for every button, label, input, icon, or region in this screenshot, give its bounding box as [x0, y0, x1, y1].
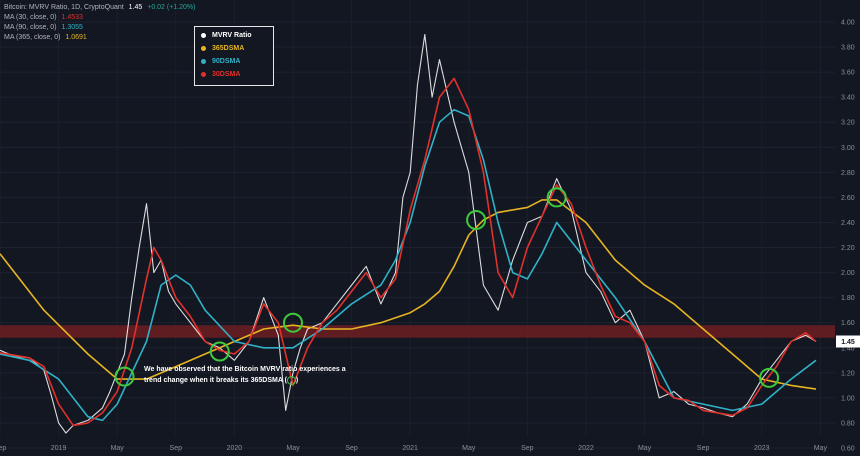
- series-line-365dsma: [0, 199, 817, 390]
- legend: MVRV Ratio 365DSMA 90DSMA 30DSMA: [194, 26, 274, 86]
- annotation-line-2: trend change when it breaks its 365DSMA …: [144, 375, 384, 386]
- y-tick-label: 0.60: [841, 446, 855, 453]
- legend-dot-icon: [201, 71, 206, 77]
- annotation-paren-close: ): [295, 377, 299, 384]
- x-tick-label: 2023: [754, 445, 770, 452]
- y-tick-label: 1.40: [841, 345, 855, 352]
- highlight-circle: [282, 312, 303, 333]
- legend-item-30dsma: 30DSMA: [201, 71, 240, 81]
- chart-title: Bitcoin: MVRV Ratio, 1D, CryptoQuant: [4, 4, 124, 11]
- indicator-label: MA (90, close, 0): [4, 24, 57, 31]
- y-tick-label: 3.60: [841, 70, 855, 77]
- y-tick-label: 3.20: [841, 120, 855, 127]
- x-tick-label: May: [638, 445, 652, 452]
- support-band: [0, 325, 835, 338]
- legend-dot-icon: [201, 58, 206, 64]
- legend-label: 30DSMA: [212, 71, 241, 78]
- highlight-circle: [209, 341, 230, 362]
- y-tick-label: 1.80: [841, 295, 855, 302]
- y-tick-label: 2.60: [841, 195, 855, 202]
- price-label: 1.45: [841, 339, 855, 346]
- annotation-line-2-text: trend change when it breaks its 365DSMA: [144, 377, 283, 384]
- y-tick-label: 4.00: [841, 20, 855, 27]
- x-tick-label: May: [286, 445, 300, 452]
- indicator-value: 1.0691: [65, 34, 87, 41]
- x-tick-label: May: [111, 445, 125, 452]
- x-tick-label: Sep: [170, 445, 183, 452]
- y-tick-label: 2.40: [841, 220, 855, 227]
- price-label-box: [836, 335, 860, 348]
- y-tick-label: 1.60: [841, 320, 855, 327]
- legend-dot-icon: [201, 45, 206, 51]
- x-tick-label: 2019: [51, 445, 67, 452]
- y-tick-label: 3.80: [841, 45, 855, 52]
- annotation-text: We have observed that the Bitcoin MVRV r…: [144, 364, 384, 386]
- indicator-label: MA (30, close, 0): [4, 14, 57, 21]
- y-tick-label: 0.80: [841, 420, 855, 427]
- highlight-circle: [546, 187, 567, 208]
- indicator-value: 1.4533: [61, 14, 83, 21]
- series-line-mvrv-ratio: [0, 33, 817, 434]
- x-tick-label: Sep: [0, 445, 6, 452]
- annotation-paren-open: (: [284, 377, 287, 384]
- legend-item-365dsma: 365DSMA: [201, 45, 244, 55]
- legend-label: 90DSMA: [212, 58, 241, 65]
- indicator-ma365[interactable]: MA (365, close, 0) 1.0691: [4, 33, 87, 42]
- x-tick-label: 2021: [402, 445, 418, 452]
- x-tick-label: Sep: [345, 445, 358, 452]
- y-tick-label: 1.00: [841, 395, 855, 402]
- x-tick-label: 2020: [227, 445, 243, 452]
- last-value: 1.45: [128, 4, 143, 11]
- change-value: +0.02 (+1.20%): [147, 4, 196, 11]
- y-tick-label: 2.00: [841, 270, 855, 277]
- indicator-ma90[interactable]: MA (90, close, 0) 1.3055: [4, 23, 83, 32]
- legend-label: 365DSMA: [212, 45, 245, 52]
- y-tick-label: 3.00: [841, 145, 855, 152]
- series-line-30dsma: [0, 77, 817, 427]
- chart-header: Bitcoin: MVRV Ratio, 1D, CryptoQuant 1.4…: [4, 3, 196, 12]
- indicator-value: 1.3055: [61, 24, 83, 31]
- indicator-ma30[interactable]: MA (30, close, 0) 1.4533: [4, 13, 83, 22]
- x-tick-label: May: [814, 445, 828, 452]
- legend-dot-icon: [201, 32, 206, 38]
- highlight-circle: [759, 367, 780, 388]
- highlight-circle: [466, 209, 487, 230]
- legend-item-mvrv: MVRV Ratio: [201, 32, 252, 42]
- x-tick-label: 2022: [578, 445, 594, 452]
- x-tick-label: Sep: [697, 445, 710, 452]
- x-tick-label: Sep: [521, 445, 534, 452]
- y-tick-label: 2.80: [841, 170, 855, 177]
- legend-label: MVRV Ratio: [212, 32, 252, 39]
- annotation-line-1: We have observed that the Bitcoin MVRV r…: [144, 366, 346, 373]
- highlight-circle: [114, 366, 135, 387]
- legend-item-90dsma: 90DSMA: [201, 58, 240, 68]
- green-circle-icon: [286, 375, 296, 385]
- indicator-label: MA (365, close, 0): [4, 34, 61, 41]
- series-line-90dsma: [0, 108, 817, 422]
- y-tick-label: 2.20: [841, 245, 855, 252]
- y-tick-label: 3.40: [841, 95, 855, 102]
- x-tick-label: May: [462, 445, 476, 452]
- y-tick-label: 1.20: [841, 370, 855, 377]
